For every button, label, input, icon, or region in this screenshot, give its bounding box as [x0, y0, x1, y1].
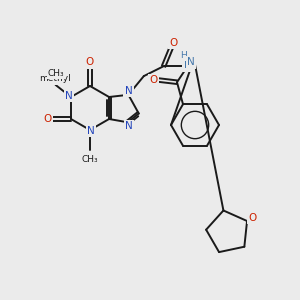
- Text: O: O: [169, 38, 177, 47]
- Text: N: N: [124, 86, 132, 96]
- Text: N: N: [65, 91, 73, 101]
- Text: methyl: methyl: [39, 74, 70, 83]
- Text: CH₃: CH₃: [47, 69, 64, 78]
- Text: O: O: [248, 213, 256, 223]
- Text: H: H: [180, 51, 187, 60]
- Text: N: N: [87, 126, 95, 136]
- Text: H: H: [178, 54, 185, 63]
- Text: N: N: [187, 57, 195, 68]
- Text: N: N: [184, 60, 191, 70]
- Text: O: O: [43, 114, 51, 124]
- Text: O: O: [86, 57, 94, 67]
- Text: CH₃: CH₃: [82, 155, 98, 164]
- Text: O: O: [149, 75, 158, 85]
- Text: N: N: [125, 121, 133, 131]
